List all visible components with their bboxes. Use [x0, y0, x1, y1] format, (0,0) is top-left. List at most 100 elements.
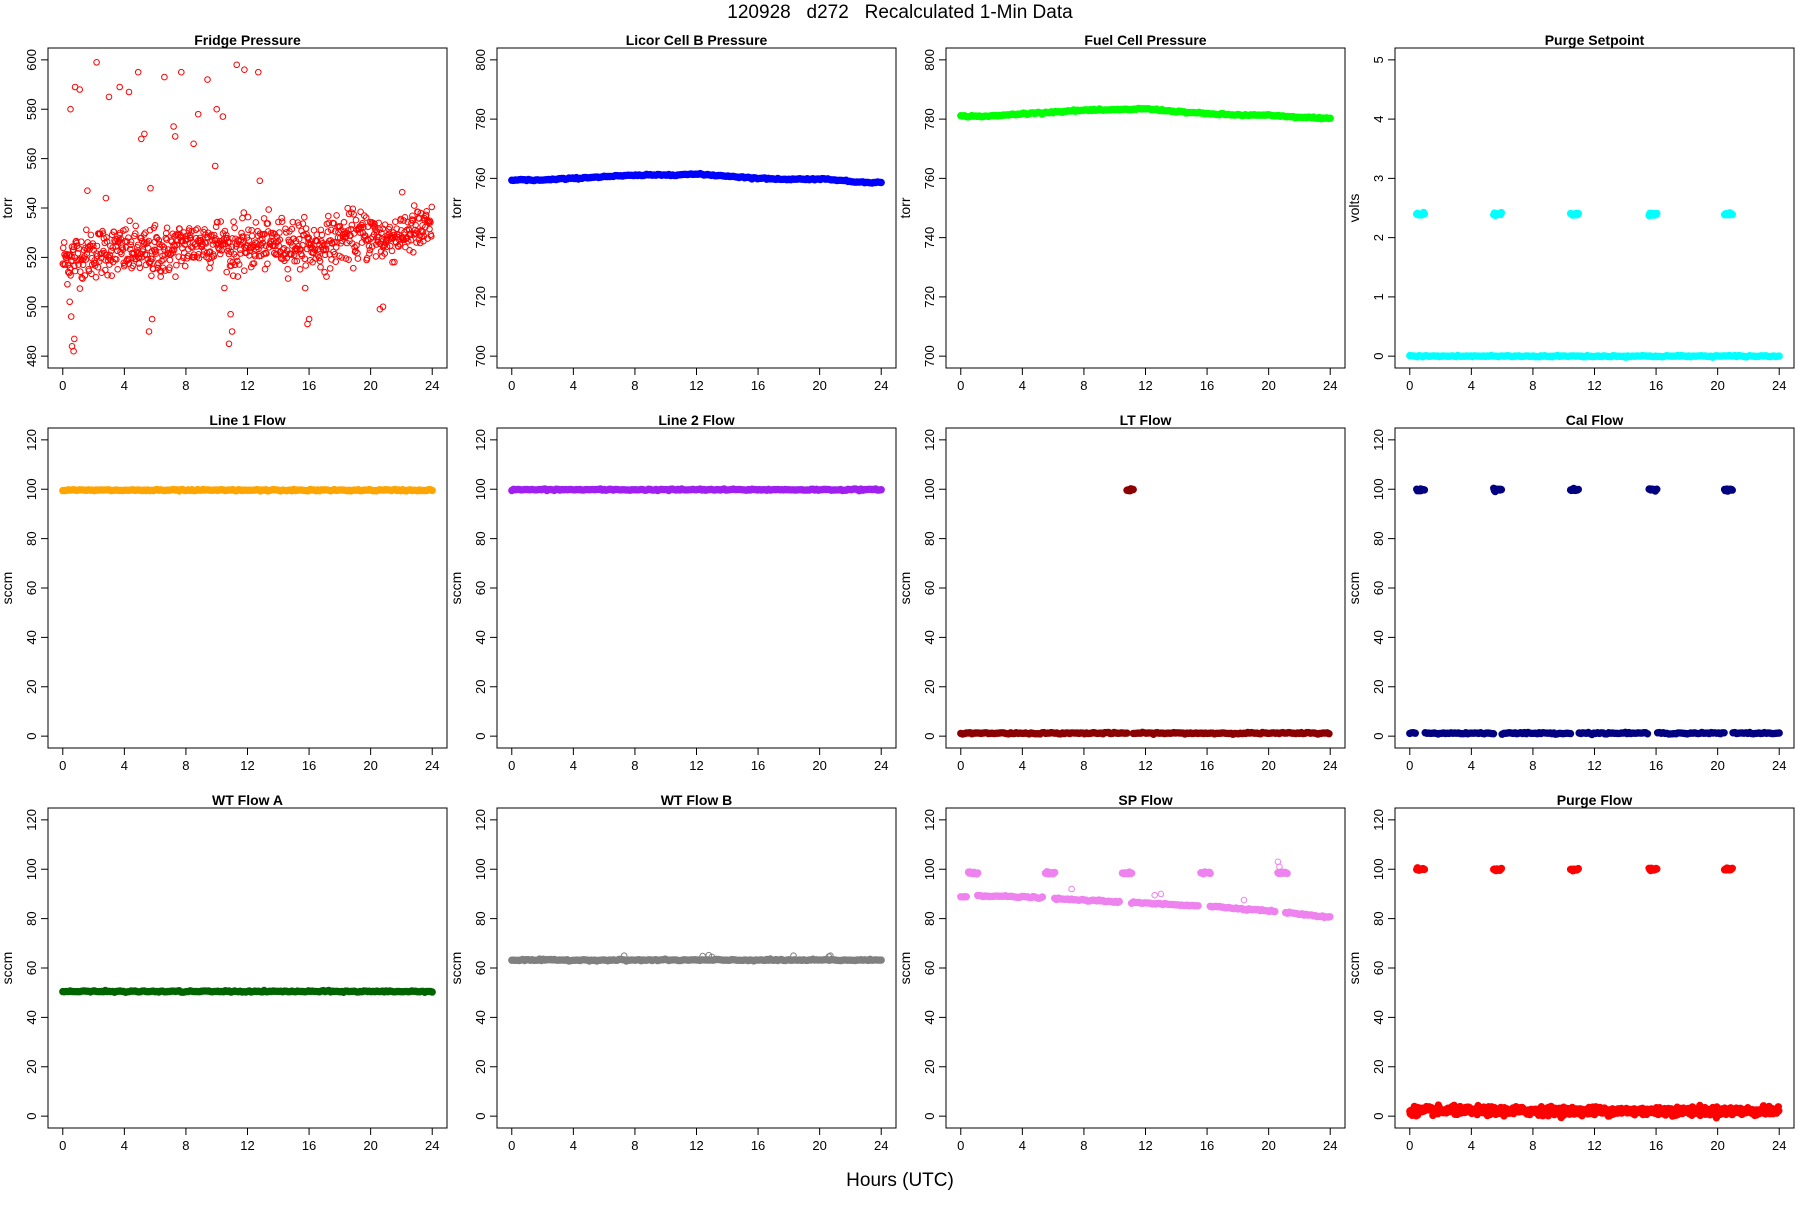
data-point [245, 226, 252, 234]
data-point [307, 241, 315, 248]
data-point [174, 231, 182, 239]
data-series [957, 104, 1334, 123]
x-tick-label: 20 [812, 758, 826, 773]
data-point [70, 347, 77, 355]
data-point [301, 284, 309, 292]
x-tick-label: 4 [1019, 378, 1026, 393]
y-axis-label: sccm [897, 952, 913, 985]
data-point [114, 266, 121, 273]
data-point [1420, 865, 1429, 874]
x-tick-label: 16 [1200, 378, 1214, 393]
x-tick-label: 4 [570, 758, 577, 773]
data-point [260, 215, 268, 222]
data-point [248, 227, 255, 234]
x-tick-label: 20 [812, 1138, 826, 1153]
data-point [152, 250, 160, 257]
x-tick-label: 20 [1710, 758, 1724, 773]
x-tick-label: 24 [425, 378, 439, 393]
data-point [166, 256, 174, 264]
x-tick-label: 4 [121, 1138, 128, 1153]
chart-title: Purge Flow [1557, 792, 1633, 808]
data-point [1420, 210, 1429, 218]
y-tick-label: 5 [1371, 56, 1386, 63]
x-tick-label: 12 [689, 378, 703, 393]
data-point [1497, 208, 1506, 217]
shared-x-axis-label: Hours (UTC) [846, 1170, 954, 1191]
data-point [319, 240, 327, 247]
data-point [150, 265, 157, 273]
y-tick-label: 760 [922, 168, 937, 190]
chart-title: Line 1 Flow [209, 412, 285, 428]
data-point [295, 222, 303, 229]
data-point [123, 238, 131, 245]
data-point [240, 233, 247, 240]
x-tick-label: 12 [689, 758, 703, 773]
data-point [284, 275, 292, 282]
data-point [121, 261, 128, 268]
data-point [423, 208, 431, 215]
data-point [327, 226, 335, 234]
chart-title: Licor Cell B Pressure [626, 32, 768, 48]
y-tick-label: 100 [473, 858, 488, 880]
data-point [79, 261, 87, 269]
data-point [217, 218, 224, 225]
data-point [250, 260, 258, 267]
y-tick-label: 2 [1371, 234, 1386, 241]
y-tick-label: 40 [922, 630, 937, 644]
y-axis-label: sccm [0, 952, 15, 985]
data-point [170, 246, 178, 253]
data-series [59, 485, 436, 495]
data-point [151, 222, 159, 229]
data-point [305, 315, 313, 323]
data-point [223, 268, 230, 276]
data-point [1151, 891, 1158, 899]
data-point [1038, 893, 1047, 901]
data-point [176, 225, 183, 233]
chart-title: WT Flow B [661, 792, 733, 808]
y-tick-label: 0 [1371, 733, 1386, 740]
data-point [367, 235, 375, 242]
data-point [194, 110, 202, 118]
data-point [1497, 485, 1506, 494]
y-tick-label: 100 [922, 478, 937, 500]
data-point [256, 177, 264, 185]
y-tick-label: 720 [473, 286, 488, 308]
data-point [192, 226, 200, 234]
plot-frame [1394, 427, 1795, 749]
data-point [61, 261, 69, 268]
x-tick-label: 8 [631, 378, 638, 393]
data-point [1728, 864, 1737, 872]
data-point [140, 231, 148, 238]
x-tick-label: 4 [1019, 1138, 1026, 1153]
data-point [877, 956, 885, 964]
x-tick-label: 24 [425, 1138, 439, 1153]
x-tick-label: 16 [302, 758, 316, 773]
x-tick-label: 12 [240, 378, 254, 393]
data-point [364, 236, 371, 243]
y-tick-label: 20 [24, 680, 39, 694]
data-series [59, 59, 436, 355]
x-tick-label: 24 [874, 1138, 888, 1153]
data-point [371, 220, 378, 227]
data-point [168, 238, 176, 246]
data-point [88, 270, 95, 278]
data-point [1574, 209, 1583, 218]
y-tick-label: 60 [24, 961, 39, 975]
x-tick-label: 8 [1529, 378, 1536, 393]
data-point [278, 214, 286, 222]
data-point [173, 241, 181, 249]
plot-frame [47, 47, 448, 369]
y-tick-label: 20 [473, 1060, 488, 1074]
data-point [340, 218, 348, 226]
data-point [407, 236, 415, 244]
data-point [412, 221, 419, 229]
data-point [103, 238, 111, 245]
data-point [274, 238, 282, 245]
data-point [157, 268, 165, 275]
data-point [359, 220, 366, 227]
data-point [290, 251, 298, 259]
data-point [74, 250, 82, 257]
data-point [190, 251, 198, 258]
y-tick-label: 500 [24, 296, 39, 318]
plot-frame [496, 47, 897, 369]
